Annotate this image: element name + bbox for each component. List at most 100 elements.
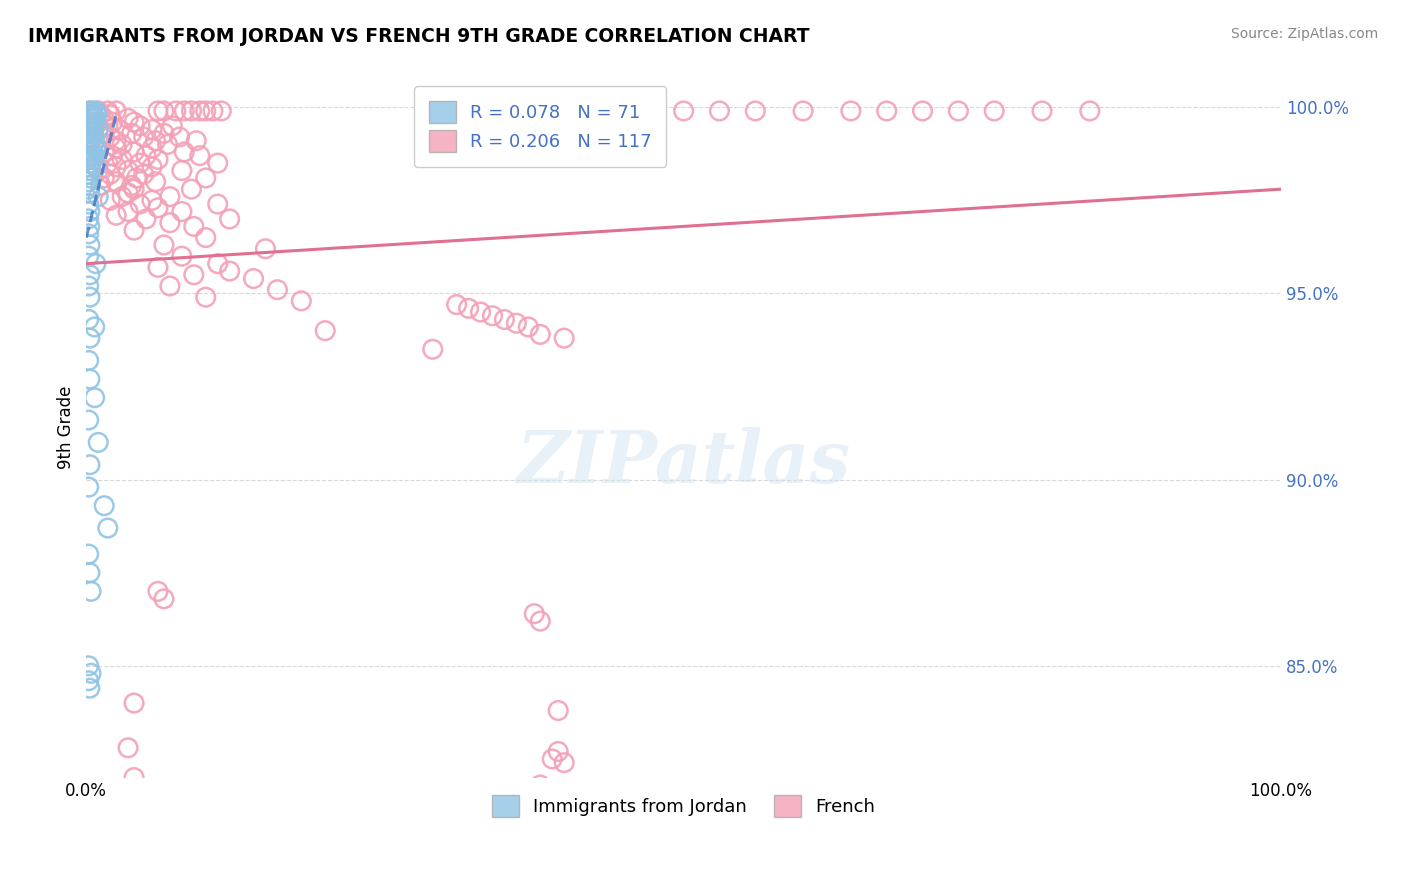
Point <box>79 141 101 155</box>
Point <box>153 103 176 118</box>
Point <box>183 268 205 282</box>
Point <box>132 167 155 181</box>
Point <box>79 458 101 472</box>
Point <box>523 607 546 621</box>
Point <box>146 201 169 215</box>
Point <box>553 756 575 770</box>
Point <box>77 673 100 688</box>
Point <box>180 103 202 118</box>
Point <box>117 112 139 126</box>
Point <box>93 112 115 126</box>
Point <box>79 103 101 118</box>
Point <box>79 681 101 696</box>
Point <box>122 696 145 710</box>
Point <box>101 115 124 129</box>
Text: Source: ZipAtlas.com: Source: ZipAtlas.com <box>1230 27 1378 41</box>
Point <box>97 521 120 535</box>
Point <box>82 137 104 152</box>
Point <box>141 122 163 136</box>
Point <box>82 130 104 145</box>
Point <box>84 141 107 155</box>
Point <box>83 112 105 126</box>
Point <box>98 194 121 208</box>
Point <box>314 324 336 338</box>
Point <box>117 204 139 219</box>
Point <box>145 134 167 148</box>
Point <box>948 103 970 118</box>
Point <box>90 108 112 122</box>
Point <box>83 320 105 334</box>
Point <box>709 103 731 118</box>
Point <box>87 435 110 450</box>
Point <box>457 301 479 316</box>
Point <box>194 171 217 186</box>
Point <box>111 137 134 152</box>
Point <box>80 666 103 681</box>
Point <box>173 145 195 159</box>
Point <box>105 141 128 155</box>
Point <box>79 103 101 118</box>
Point <box>122 771 145 785</box>
Point <box>165 103 187 118</box>
Point <box>80 108 103 122</box>
Point <box>523 815 546 830</box>
Point <box>553 800 575 814</box>
Point <box>529 614 551 628</box>
Point <box>207 257 229 271</box>
Point <box>121 126 143 140</box>
Point <box>87 163 110 178</box>
Point <box>79 290 101 304</box>
Point <box>141 160 163 174</box>
Point <box>481 309 503 323</box>
Point <box>77 658 100 673</box>
Point <box>1078 103 1101 118</box>
Point <box>79 331 101 345</box>
Point <box>86 108 108 122</box>
Point <box>876 103 898 118</box>
Point <box>90 178 112 193</box>
Point <box>82 126 104 140</box>
Point <box>83 148 105 162</box>
Point <box>194 230 217 244</box>
Point <box>122 223 145 237</box>
Point <box>97 119 120 133</box>
Point <box>146 103 169 118</box>
Point <box>77 153 100 167</box>
Point <box>101 148 124 162</box>
Point <box>162 119 184 133</box>
Point <box>194 290 217 304</box>
Text: ZIPatlas: ZIPatlas <box>516 427 851 498</box>
Point <box>422 343 444 357</box>
Point <box>77 167 100 181</box>
Point <box>84 141 107 155</box>
Point <box>93 145 115 159</box>
Point <box>159 189 181 203</box>
Point <box>983 103 1005 118</box>
Point <box>153 238 176 252</box>
Point <box>188 103 211 118</box>
Point <box>83 134 105 148</box>
Point <box>194 103 217 118</box>
Point <box>93 126 115 140</box>
Point <box>201 103 224 118</box>
Point <box>98 130 121 145</box>
Point <box>911 103 934 118</box>
Point <box>83 119 105 133</box>
Point <box>97 156 120 170</box>
Point <box>105 103 128 118</box>
Point <box>529 327 551 342</box>
Point <box>79 204 101 219</box>
Point <box>159 279 181 293</box>
Point <box>547 704 569 718</box>
Point <box>93 171 115 186</box>
Point <box>218 211 240 226</box>
Point <box>77 227 100 241</box>
Point <box>77 108 100 122</box>
Text: IMMIGRANTS FROM JORDAN VS FRENCH 9TH GRADE CORRELATION CHART: IMMIGRANTS FROM JORDAN VS FRENCH 9TH GRA… <box>28 27 810 45</box>
Point <box>79 134 101 148</box>
Point <box>117 163 139 178</box>
Point <box>129 156 152 170</box>
Point <box>77 122 100 136</box>
Point <box>82 103 104 118</box>
Point <box>84 257 107 271</box>
